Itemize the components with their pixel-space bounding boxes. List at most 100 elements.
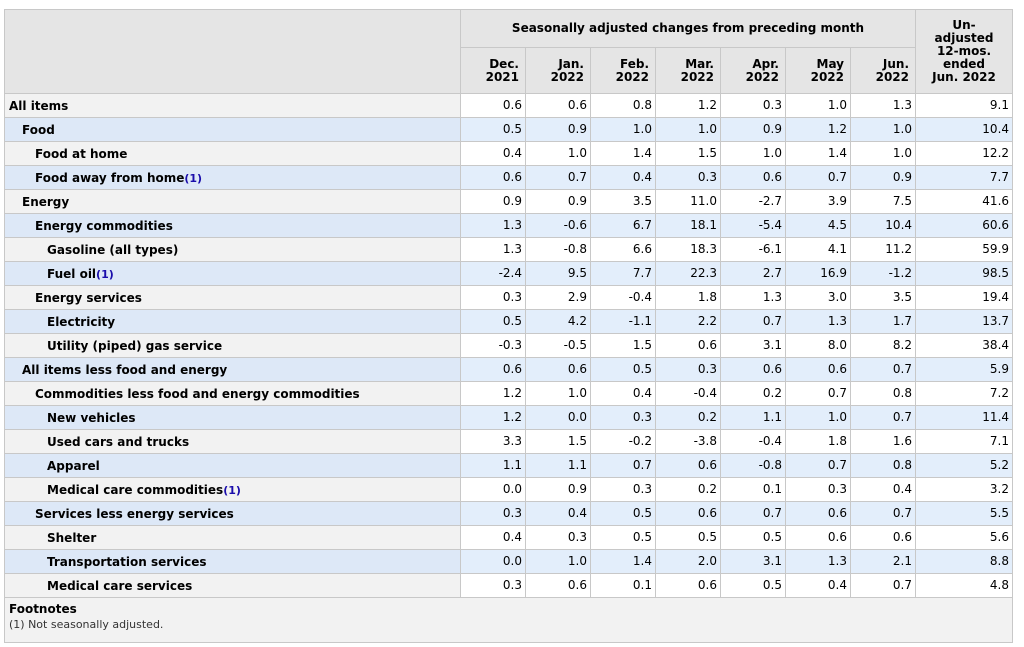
table-row: Commodities less food and energy commodi…	[4, 381, 1014, 406]
table-row: Fuel oil(1) -2.4 9.5 7.7 22.3 2.7 16.9 -1.2 98.5	[4, 261, 1014, 286]
value-cell: 13.7	[915, 309, 1014, 334]
value-cell: 0.6	[720, 357, 786, 382]
row-label-text: Services less energy services	[35, 506, 234, 521]
value-cell: 0.6	[785, 525, 851, 550]
value-cell: 19.4	[915, 285, 1014, 310]
row-label-text: New vehicles	[47, 410, 136, 425]
value-cell: 1.0	[849, 141, 917, 166]
value-cell: -1.1	[590, 309, 656, 334]
value-cell: 0.9	[525, 117, 591, 142]
value-cell: 3.5	[849, 285, 917, 310]
row-label-text: Food	[22, 122, 55, 137]
row-label: Transportation services	[4, 549, 461, 574]
header-group-label: Seasonally adjusted changes from precedi…	[459, 9, 917, 48]
row-label: New vehicles	[4, 405, 461, 430]
table-row: Food 0.5 0.9 1.0 1.0 0.9 1.2 1.0 10.4	[4, 117, 1014, 142]
value-cell: 0.5	[590, 525, 656, 550]
value-cell: 0.3	[525, 525, 591, 550]
value-cell: 3.9	[785, 189, 851, 214]
value-cell: 1.3	[849, 93, 917, 118]
value-cell: 8.2	[849, 333, 917, 358]
value-cell: 0.6	[525, 93, 591, 118]
row-label: Medical care services	[4, 573, 461, 598]
value-cell: 1.1	[525, 453, 591, 478]
table-row: Medical care services 0.3 0.6 0.1 0.6 0.5 0.4 0…	[4, 573, 1014, 598]
footnote-link[interactable]: (1)	[184, 171, 203, 185]
header-unadjusted-12mo: Un-adjusted 12-mos. ended Jun. 2022	[915, 9, 1014, 94]
row-label: Food at home	[4, 141, 461, 166]
value-cell: 0.3	[720, 93, 786, 118]
header-month-1: Jan. 2022	[525, 47, 591, 94]
row-label: All items	[4, 93, 461, 118]
value-cell: 0.3	[655, 165, 721, 190]
table-row: Apparel 1.1 1.1 0.7 0.6 -0.8 0.7 0.8 5.2	[4, 453, 1014, 478]
value-cell: 0.7	[785, 453, 851, 478]
value-cell: 7.1	[915, 429, 1014, 454]
value-cell: 0.4	[785, 573, 851, 598]
value-cell: 0.7	[785, 165, 851, 190]
value-cell: 0.6	[785, 501, 851, 526]
footnote-link[interactable]: (1)	[223, 483, 241, 497]
row-label-text: Energy	[22, 194, 70, 209]
value-cell: -0.4	[655, 381, 721, 406]
footnotes-section: Footnotes (1) Not seasonally adjusted.	[3, 597, 1014, 643]
value-cell: 1.0	[720, 141, 786, 166]
value-cell: 0.4	[590, 165, 656, 190]
row-label: Food away from home(1)	[4, 165, 461, 190]
table-row: Food away from home(1) 0.6 0.7 0.4 0.3 0.6 0.7…	[4, 165, 1014, 190]
value-cell: 22.3	[655, 261, 721, 286]
value-cell: 0.7	[849, 501, 917, 526]
value-cell: 6.7	[590, 213, 656, 238]
value-cell: 12.2	[915, 141, 1014, 166]
table-row: Services less energy services 0.3 0.4 0.5 0.…	[4, 501, 1014, 526]
value-cell: 0.8	[849, 453, 917, 478]
value-cell: 1.7	[849, 309, 917, 334]
value-cell: -0.6	[525, 213, 591, 238]
value-cell: -2.4	[460, 261, 526, 286]
value-cell: 0.6	[849, 525, 917, 550]
value-cell: 1.8	[655, 285, 721, 310]
value-cell: 1.1	[460, 453, 526, 478]
value-cell: 0.6	[460, 165, 526, 190]
value-cell: 3.1	[720, 549, 786, 574]
row-label-text: Commodities less food and energy commodi…	[35, 386, 360, 401]
value-cell: 1.5	[525, 429, 591, 454]
value-cell: 0.7	[849, 405, 917, 430]
value-cell: 5.9	[915, 357, 1014, 382]
value-cell: 0.6	[720, 165, 786, 190]
value-cell: 1.2	[655, 93, 721, 118]
value-cell: -0.8	[720, 453, 786, 478]
header-month-5: May 2022	[785, 47, 851, 94]
value-cell: -3.8	[655, 429, 721, 454]
table-row: Gasoline (all types) 1.3 -0.8 6.6 18.3 -6.1 4.…	[4, 237, 1014, 262]
value-cell: 1.0	[655, 117, 721, 142]
value-cell: 0.6	[525, 573, 591, 598]
value-cell: 0.9	[849, 165, 917, 190]
row-label-text: Transportation services	[47, 554, 207, 569]
value-cell: 2.9	[525, 285, 591, 310]
value-cell: 7.7	[915, 165, 1014, 190]
row-label: Medical care commodities(1)	[4, 477, 461, 502]
value-cell: -0.3	[460, 333, 526, 358]
footnote-link[interactable]: (1)	[96, 267, 114, 281]
value-cell: 0.3	[655, 357, 721, 382]
value-cell: 7.5	[849, 189, 917, 214]
value-cell: 0.5	[590, 357, 656, 382]
value-cell: 0.7	[525, 165, 591, 190]
row-label: Energy	[4, 189, 461, 214]
value-cell: 0.8	[590, 93, 656, 118]
value-cell: 1.3	[720, 285, 786, 310]
row-label-text: All items less food and energy	[22, 362, 228, 377]
value-cell: 9.1	[915, 93, 1014, 118]
value-cell: 8.8	[915, 549, 1014, 574]
value-cell: 0.6	[655, 573, 721, 598]
header-month-4: Apr. 2022	[720, 47, 786, 94]
value-cell: 1.3	[460, 213, 526, 238]
row-label: Food	[4, 117, 461, 142]
value-cell: 1.1	[720, 405, 786, 430]
value-cell: 0.3	[785, 477, 851, 502]
header-month-3: Mar. 2022	[655, 47, 721, 94]
header-month-0: Dec. 2021	[460, 47, 526, 94]
table-row: Energy commodities 1.3 -0.6 6.7 18.1 -5.4 4.5 1…	[4, 213, 1014, 238]
row-label-text: Medical care services	[47, 578, 193, 593]
